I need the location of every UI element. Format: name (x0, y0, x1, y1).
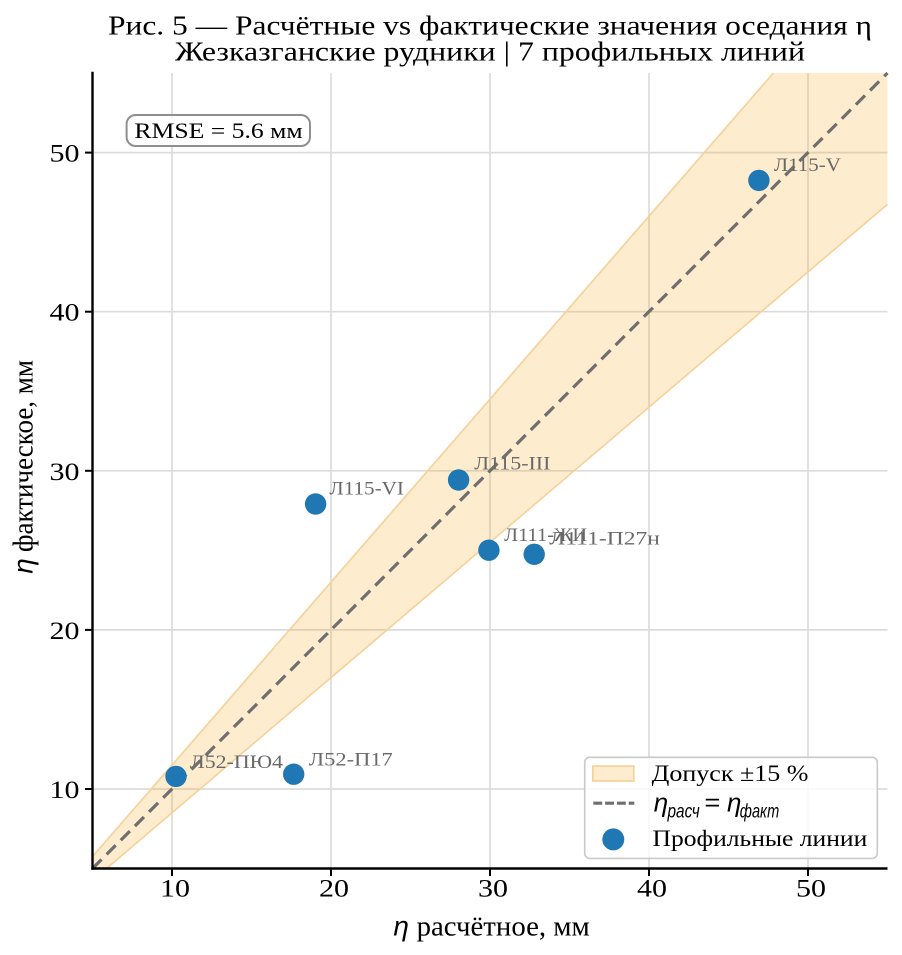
svg-text:20: 20 (50, 618, 80, 645)
svg-text:η: η (727, 788, 741, 818)
svg-text:Л115-V: Л115-V (774, 155, 841, 176)
svg-text:Л115-VI: Л115-VI (329, 479, 404, 500)
svg-text:50: 50 (796, 876, 826, 903)
svg-text:Л111-ЖИ: Л111-ЖИ (504, 525, 587, 546)
svg-text:RMSE = 5.6 мм: RMSE = 5.6 мм (134, 118, 302, 143)
svg-text:η: η (8, 558, 39, 574)
svg-text:50: 50 (50, 141, 80, 168)
svg-text:10: 10 (50, 777, 80, 804)
svg-text:Л115-III: Л115-III (474, 454, 550, 475)
svg-text:расчётное, мм: расчётное, мм (417, 912, 590, 943)
svg-text:30: 30 (478, 876, 508, 903)
svg-text:Л111-П27н: Л111-П27н (549, 529, 660, 550)
svg-text:факт: факт (740, 801, 779, 822)
svg-text:фактическое, мм: фактическое, мм (9, 360, 40, 552)
svg-text:Профильные линии: Профильные линии (653, 826, 868, 851)
svg-text:20: 20 (319, 876, 349, 903)
svg-text:расч: расч (667, 801, 700, 822)
svg-text:η: η (654, 788, 668, 818)
svg-text:10: 10 (160, 876, 190, 903)
svg-text:η: η (393, 911, 409, 942)
svg-text:40: 40 (50, 300, 80, 327)
svg-text:Л52-П17: Л52-П17 (309, 750, 393, 771)
svg-text:Допуск ±15 %: Допуск ±15 % (652, 761, 809, 786)
svg-text:=: = (704, 790, 720, 817)
svg-text:40: 40 (637, 876, 667, 903)
svg-text:Л52-ПЮ4: Л52-ПЮ4 (190, 752, 284, 773)
svg-text:Рис. 5 — Расчётные vs фактичес: Рис. 5 — Расчётные vs фактические значен… (108, 10, 872, 40)
svg-text:Жезказганские рудники | 7 проф: Жезказганские рудники | 7 профильных лин… (175, 37, 805, 67)
svg-text:30: 30 (50, 459, 80, 486)
